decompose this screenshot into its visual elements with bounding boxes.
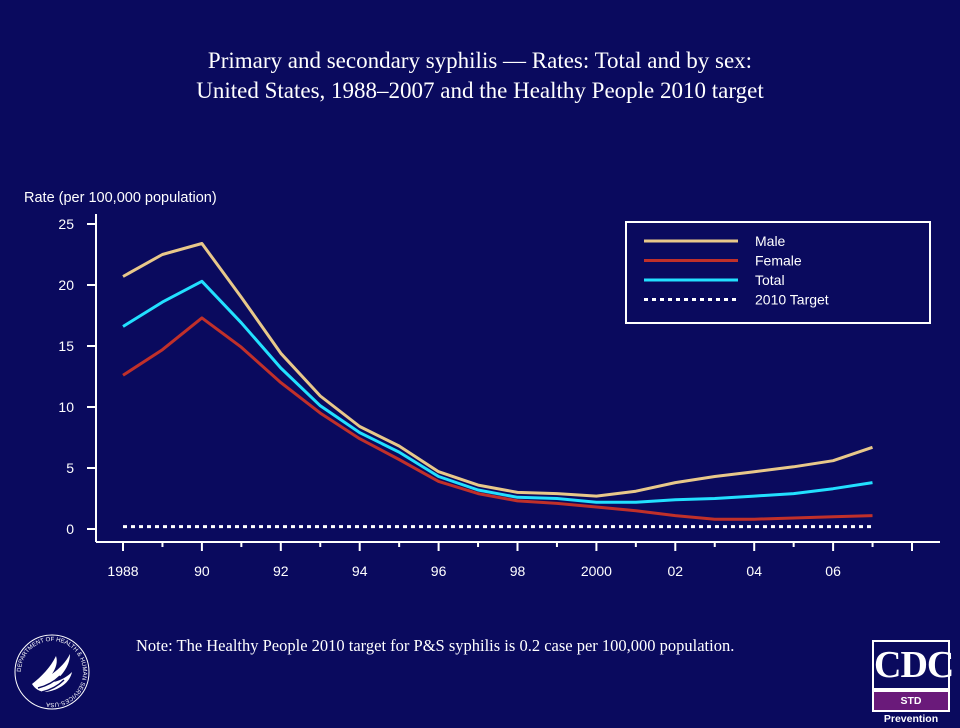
- x-tick-label: 90: [194, 563, 210, 579]
- legend-label: Total: [755, 272, 785, 288]
- x-tick-label: 02: [668, 563, 684, 579]
- y-tick-label: 5: [66, 460, 74, 476]
- x-tick-label: 92: [273, 563, 289, 579]
- hhs-eagle-logo: DEPARTMENT OF HEALTH & HUMAN SERVICES·US…: [14, 634, 90, 710]
- x-tick-label: 96: [431, 563, 447, 579]
- legend-box: [625, 221, 931, 324]
- x-tick-label: 1988: [107, 563, 138, 579]
- x-tick-label: 98: [510, 563, 526, 579]
- y-tick-label: 10: [58, 399, 74, 415]
- y-axis-label: Rate (per 100,000 population): [24, 190, 217, 206]
- series-line-female: [122, 316, 873, 521]
- cdc-logo-text: CDC: [872, 640, 954, 690]
- chart-title-line1: Primary and secondary syphilis — Rates: …: [207, 48, 753, 73]
- y-tick-label: 0: [66, 521, 74, 537]
- series-line-male: [122, 242, 873, 498]
- line-chart: Rate (per 100,000 population) 0 5 10 15 20 25…: [24, 190, 940, 579]
- x-tick-label: 04: [746, 563, 762, 579]
- chart-title-line2: United States, 1988–2007 and the Healthy…: [196, 78, 764, 103]
- cdc-logo-subtext: STD Prevention: [874, 692, 948, 725]
- x-tick-label: 06: [825, 563, 841, 579]
- footnote: Note: The Healthy People 2010 target for…: [136, 636, 735, 655]
- legend-label: 2010 Target: [755, 292, 829, 308]
- x-tick-label: 94: [352, 563, 368, 579]
- legend-label: Male: [755, 233, 786, 249]
- y-tick-label: 20: [58, 277, 74, 293]
- chart-title: Primary and secondary syphilis — Rates: …: [0, 46, 960, 106]
- y-tick-label: 25: [58, 216, 74, 232]
- x-tick-label: 2000: [581, 563, 612, 579]
- legend: Male Female Total 2010 Target: [625, 221, 931, 324]
- axes: 0 5 10 15 20 25 1988 90 92 94 96 98 2000 02 04 06: [58, 214, 940, 579]
- series-line-total: [122, 279, 873, 504]
- y-tick-label: 15: [58, 338, 74, 354]
- legend-label: Female: [755, 253, 802, 269]
- cdc-logo: CDC STD Prevention: [872, 640, 954, 725]
- series-layer: [122, 242, 873, 529]
